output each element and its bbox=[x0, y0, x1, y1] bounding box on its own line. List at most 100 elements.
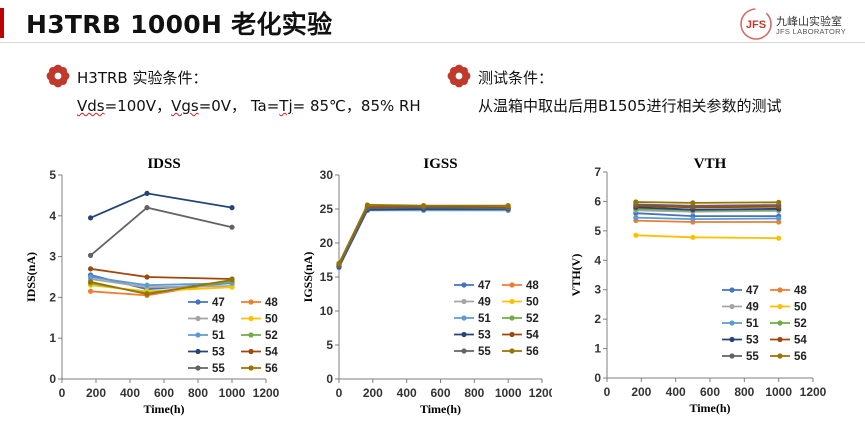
logo-subtitle: JFS LABORATORY bbox=[776, 27, 847, 36]
idss-chart-panel: IDSS 0 1 2 3 4 5 0 200 400 600 800 1000 1200 Time(h) ID… bbox=[10, 150, 280, 423]
vth-y-tick-label: 7 bbox=[594, 165, 601, 179]
idss-legend-marker-47 bbox=[195, 299, 201, 305]
flower-bullet-icon bbox=[46, 64, 70, 88]
idss-legend-marker-56 bbox=[248, 365, 254, 371]
lab-logo: JFS 九峰山实验室 JFS LABORATORY bbox=[738, 6, 865, 42]
idss-point-53 bbox=[144, 190, 150, 196]
vth-y-tick-label: 4 bbox=[594, 253, 601, 267]
igss-legend-label-51: 51 bbox=[478, 313, 491, 325]
vth-series-line-56 bbox=[635, 201, 779, 204]
vth-legend-marker-56 bbox=[777, 353, 783, 359]
vth-y-tick-label: 1 bbox=[594, 342, 601, 356]
idss-legend-marker-53 bbox=[195, 348, 201, 355]
vth-y-tick-label: 2 bbox=[594, 312, 601, 326]
idss-point-54 bbox=[144, 274, 150, 280]
idss-point-53 bbox=[229, 205, 235, 211]
vth-legend-label-48: 48 bbox=[794, 285, 807, 297]
vth-x-tick-label: 200 bbox=[631, 385, 651, 399]
vth-chart-panel: VTH 0 1 2 3 4 5 6 7 0 200 400 600 800 1000 1200 Time(h) V… bbox=[572, 150, 837, 423]
vth-point-51 bbox=[776, 215, 782, 222]
vth-legend-label-51: 51 bbox=[746, 318, 759, 330]
igss-y-tick-label: 0 bbox=[326, 372, 333, 386]
idss-series-line-54 bbox=[90, 267, 233, 280]
vth-legend-marker-55 bbox=[729, 353, 735, 359]
igss-x-tick-label: 0 bbox=[336, 386, 343, 400]
igss-legend-marker-54 bbox=[509, 331, 515, 338]
igss-legend-label-54: 54 bbox=[526, 330, 539, 342]
vth-x-tick-label: 1000 bbox=[765, 385, 792, 399]
igss-y-tick-label: 30 bbox=[320, 168, 334, 182]
vth-legend-marker-47 bbox=[729, 287, 735, 293]
idss-legend-label-51: 51 bbox=[212, 330, 225, 342]
idss-x-tick-label: 1200 bbox=[253, 386, 280, 400]
igss-x-tick-label: 200 bbox=[363, 386, 383, 400]
vth-x-tick-label: 0 bbox=[604, 385, 611, 399]
igss-legend-label-48: 48 bbox=[526, 280, 539, 292]
vth-legend-label-56: 56 bbox=[794, 351, 807, 363]
vth-y-axis-label: VTH(V) bbox=[572, 254, 583, 297]
idss-legend-label-50: 50 bbox=[265, 314, 278, 326]
igss-legend-marker-52 bbox=[509, 315, 515, 321]
igss-legend-marker-48 bbox=[509, 282, 515, 288]
test-conditions-body: 从温箱中取出后用B1505进行相关参数的测试 bbox=[478, 97, 782, 115]
igss-legend-label-47: 47 bbox=[478, 280, 491, 292]
vth-legend-marker-49 bbox=[729, 303, 735, 310]
vth-x-tick-label: 1200 bbox=[800, 385, 827, 399]
igss-chart-panel: IGSS 0 5 10 15 20 25 30 0 200 400 600 800 1000 1200 Tim… bbox=[292, 150, 552, 423]
idss-point-53 bbox=[87, 215, 94, 221]
igss-x-tick-label: 600 bbox=[430, 386, 450, 400]
flower-bullet-icon bbox=[447, 64, 471, 88]
igss-legend-marker-55 bbox=[461, 348, 467, 354]
idss-x-tick-label: 0 bbox=[59, 386, 66, 400]
idss-legend-label-49: 49 bbox=[212, 314, 225, 326]
igss-series-line-51 bbox=[338, 209, 509, 268]
vth-series-line-55 bbox=[635, 203, 779, 207]
igss-legend-marker-51 bbox=[461, 315, 467, 321]
idss-legend-label-56: 56 bbox=[265, 363, 278, 375]
vth-series-line-48 bbox=[635, 219, 779, 223]
idss-legend-marker-54 bbox=[248, 348, 254, 355]
idss-y-tick-label: 5 bbox=[49, 168, 56, 182]
vth-point-56 bbox=[690, 200, 696, 206]
igss-legend-marker-56 bbox=[509, 348, 515, 354]
igss-y-axis-label: IGSS(nA) bbox=[301, 252, 315, 303]
idss-point-55 bbox=[229, 224, 235, 230]
idss-legend-marker-48 bbox=[248, 299, 254, 305]
igss-point-56 bbox=[336, 260, 342, 266]
idss-point-56 bbox=[87, 279, 94, 285]
igss-legend-label-50: 50 bbox=[526, 297, 539, 309]
vth-legend-label-54: 54 bbox=[794, 335, 807, 347]
vth-point-51 bbox=[633, 215, 639, 221]
vth-legend-marker-52 bbox=[777, 320, 783, 326]
vth-legend-marker-51 bbox=[729, 320, 735, 326]
igss-series-line-55 bbox=[338, 206, 509, 267]
idss-legend-marker-55 bbox=[195, 365, 201, 371]
vth-point-56 bbox=[776, 199, 782, 205]
vth-point-50 bbox=[690, 234, 696, 240]
vth-point-56 bbox=[633, 199, 639, 205]
idss-series-line-53 bbox=[90, 192, 233, 219]
idss-legend-label-54: 54 bbox=[265, 347, 278, 359]
vth-point-50 bbox=[776, 235, 782, 241]
igss-legend-label-56: 56 bbox=[526, 346, 539, 358]
igss-chart: IGSS 0 5 10 15 20 25 30 0 200 400 600 800 1000 1200 Tim… bbox=[301, 156, 552, 416]
vth-y-tick-label: 6 bbox=[594, 194, 601, 208]
igss-x-tick-label: 1000 bbox=[495, 386, 522, 400]
idss-y-tick-label: 1 bbox=[49, 331, 56, 345]
vth-legend-marker-54 bbox=[777, 336, 783, 343]
igss-point-56 bbox=[420, 203, 427, 209]
logo-name: 九峰山实验室 bbox=[776, 15, 842, 28]
vth-y-tick-label: 3 bbox=[594, 283, 601, 297]
idss-y-tick-label: 2 bbox=[49, 290, 56, 304]
vth-legend-marker-48 bbox=[777, 287, 783, 293]
vth-legend-label-52: 52 bbox=[794, 318, 807, 330]
idss-legend-marker-51 bbox=[195, 332, 201, 338]
idss-chart-title: IDSS bbox=[147, 156, 180, 172]
idss-x-tick-label: 1000 bbox=[219, 386, 246, 400]
igss-chart-title: IGSS bbox=[423, 156, 457, 172]
idss-point-51 bbox=[144, 282, 150, 288]
igss-legend-label-52: 52 bbox=[526, 313, 539, 325]
idss-y-tick-label: 0 bbox=[49, 372, 56, 386]
idss-point-54 bbox=[87, 266, 94, 272]
